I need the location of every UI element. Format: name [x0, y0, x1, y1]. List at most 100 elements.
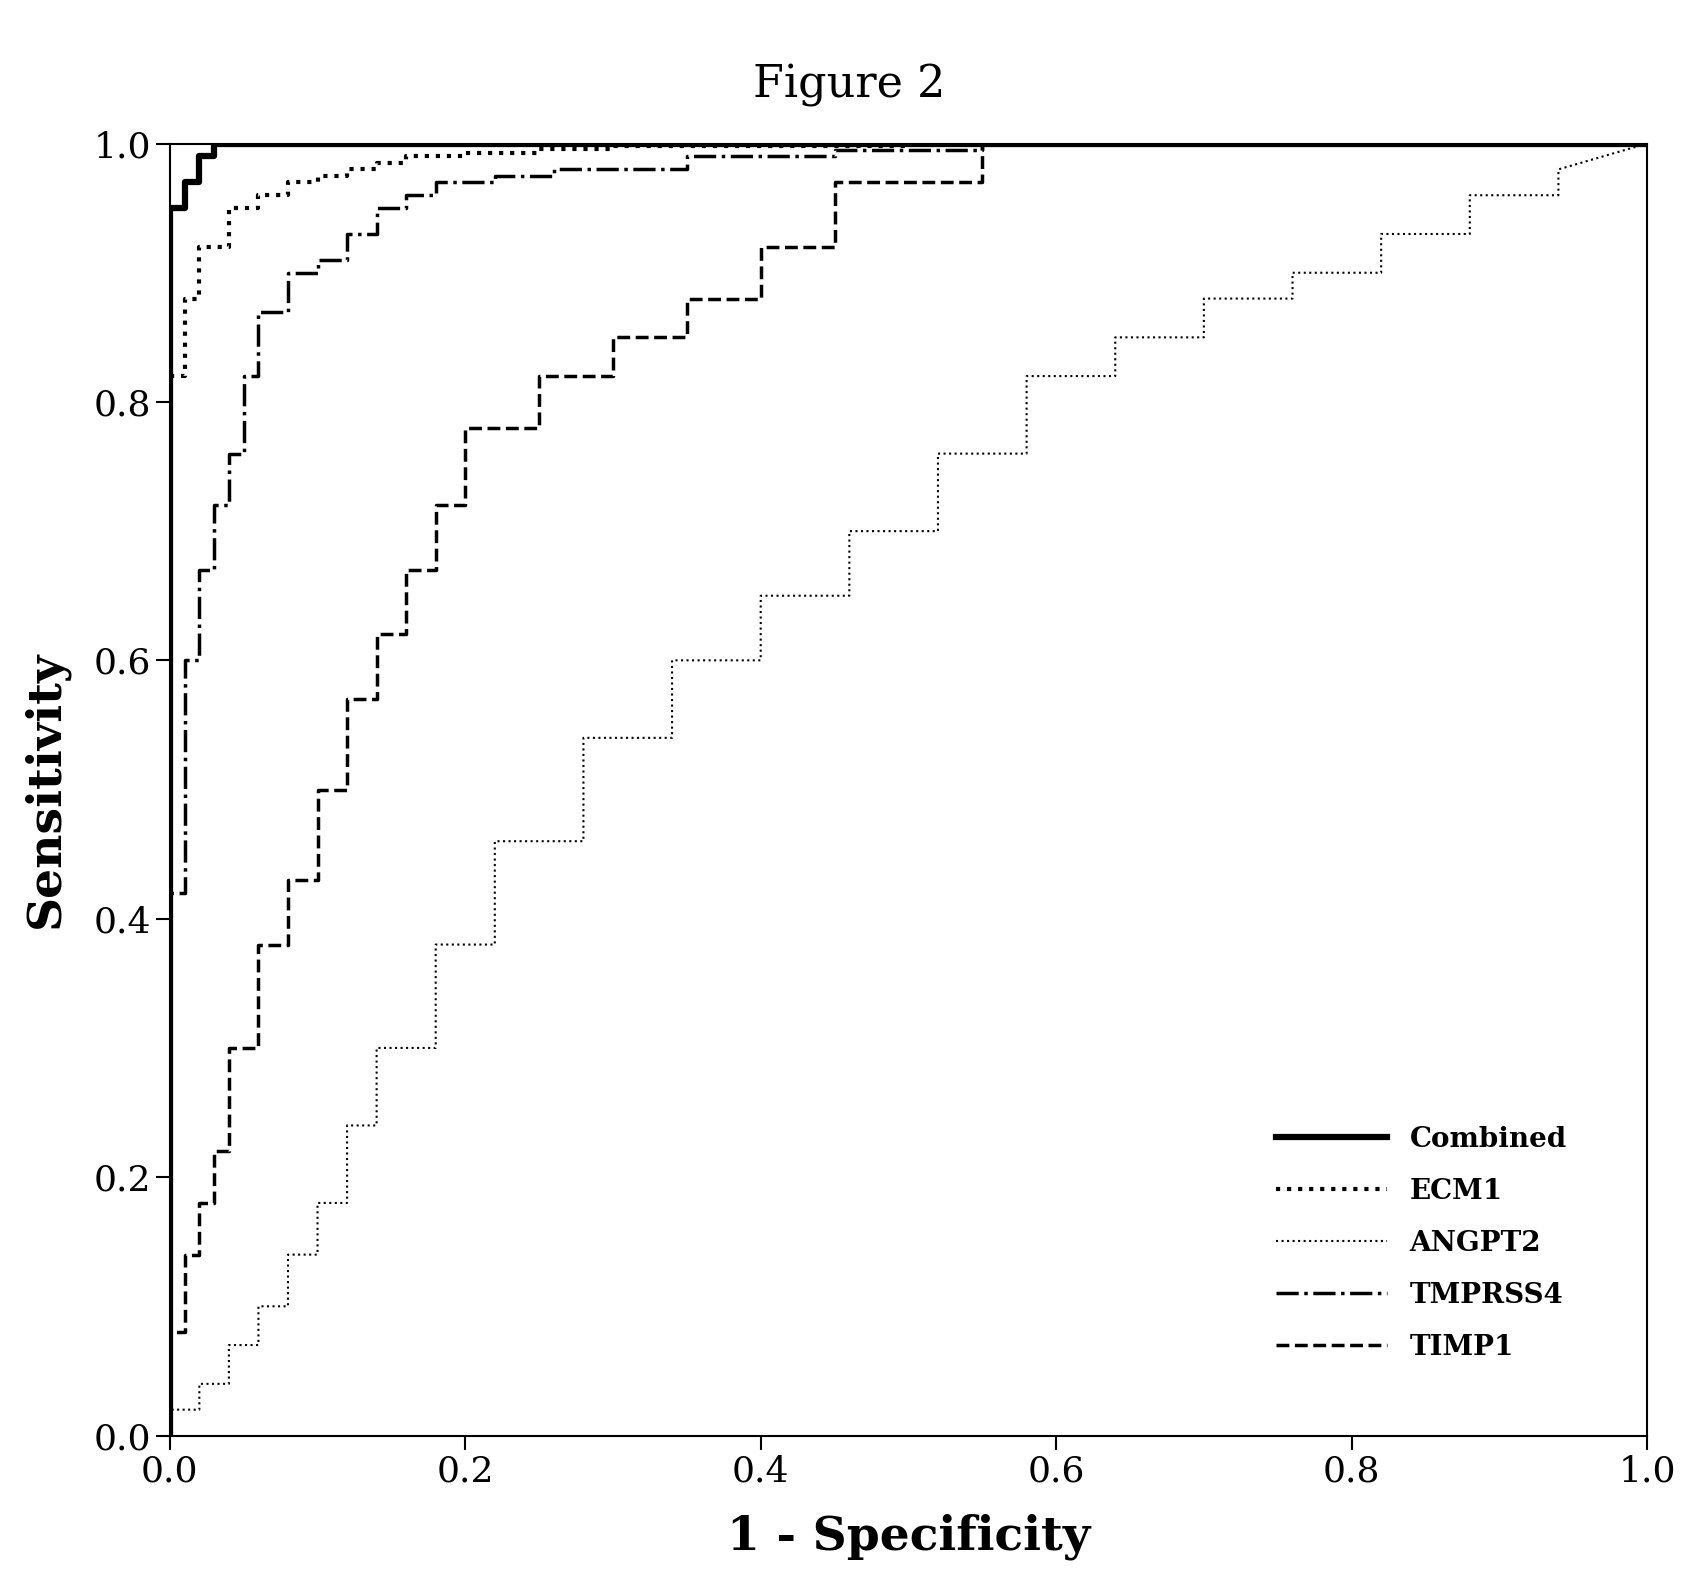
TMPRSS4 [971, 134, 992, 153]
TIMP1 [204, 1142, 224, 1161]
TMPRSS4 [175, 651, 195, 670]
TMPRSS4 [484, 166, 504, 185]
TIMP1 [455, 418, 475, 437]
ANGPT2 [1017, 367, 1037, 386]
ANGPT2 [484, 831, 504, 850]
TMPRSS4 [204, 560, 224, 579]
TIMP1 [971, 172, 992, 191]
TMPRSS4 [396, 198, 416, 217]
X-axis label: 1 - Specificity: 1 - Specificity [727, 1514, 1090, 1560]
ANGPT2 [1460, 185, 1481, 204]
Y-axis label: Sensitivity: Sensitivity [22, 651, 68, 928]
TMPRSS4 [543, 160, 564, 179]
TMPRSS4 [1637, 134, 1657, 153]
ANGPT2 [426, 935, 447, 954]
TMPRSS4 [426, 185, 447, 204]
ANGPT2 [839, 522, 859, 541]
ANGPT2 [336, 1116, 357, 1136]
ANGPT2 [367, 1038, 387, 1057]
TIMP1 [175, 1246, 195, 1265]
TMPRSS4 [160, 1426, 180, 1445]
ECM1 [336, 160, 357, 179]
Combined [1637, 134, 1657, 153]
TIMP1 [278, 871, 299, 890]
TIMP1 [751, 289, 771, 308]
ECM1 [396, 153, 416, 172]
TIMP1 [219, 1142, 239, 1161]
TMPRSS4 [336, 225, 357, 244]
TMPRSS4 [248, 367, 268, 386]
ECM1 [367, 153, 387, 172]
TIMP1 [204, 1193, 224, 1212]
Combined [204, 134, 224, 153]
TMPRSS4 [825, 140, 846, 160]
ANGPT2 [1282, 289, 1302, 308]
ANGPT2 [1549, 160, 1569, 179]
TMPRSS4 [367, 198, 387, 217]
TIMP1 [751, 238, 771, 257]
ANGPT2 [1282, 263, 1302, 282]
TMPRSS4 [248, 301, 268, 321]
ECM1 [188, 289, 209, 308]
TIMP1 [603, 327, 623, 346]
Text: Figure 2: Figure 2 [752, 64, 946, 107]
TIMP1 [219, 1038, 239, 1057]
Combined [233, 134, 255, 153]
Combined [233, 134, 255, 153]
Combined [219, 134, 239, 153]
ECM1 [603, 139, 623, 158]
TIMP1 [825, 172, 846, 191]
ECM1 [307, 166, 328, 185]
ANGPT2 [1194, 289, 1214, 308]
ECM1 [248, 185, 268, 204]
ECM1 [1637, 134, 1657, 153]
ANGPT2 [248, 1335, 268, 1354]
ANGPT2 [839, 585, 859, 605]
TMPRSS4 [204, 496, 224, 515]
Line: TMPRSS4: TMPRSS4 [170, 144, 1647, 1436]
ECM1 [898, 134, 919, 153]
ANGPT2 [927, 522, 947, 541]
ANGPT2 [927, 443, 947, 463]
ANGPT2 [1105, 327, 1126, 346]
TMPRSS4 [278, 263, 299, 282]
ANGPT2 [278, 1297, 299, 1316]
TMPRSS4 [971, 140, 992, 160]
ECM1 [160, 1426, 180, 1445]
Combined [175, 172, 195, 191]
Legend: Combined, ECM1, ANGPT2, TMPRSS4, TIMP1: Combined, ECM1, ANGPT2, TMPRSS4, TIMP1 [1253, 1104, 1589, 1383]
ECM1 [278, 185, 299, 204]
ANGPT2 [1549, 185, 1569, 204]
TIMP1 [336, 780, 357, 799]
TIMP1 [676, 327, 696, 346]
Line: TIMP1: TIMP1 [170, 144, 1647, 1436]
ANGPT2 [751, 651, 771, 670]
TIMP1 [307, 871, 328, 890]
ECM1 [603, 137, 623, 156]
TMPRSS4 [396, 185, 416, 204]
Combined [160, 198, 180, 217]
TMPRSS4 [175, 884, 195, 903]
ECM1 [455, 147, 475, 166]
TIMP1 [175, 1322, 195, 1341]
TIMP1 [1637, 134, 1657, 153]
ANGPT2 [1637, 134, 1657, 153]
TMPRSS4 [307, 250, 328, 270]
TMPRSS4 [484, 172, 504, 191]
Combined [160, 1426, 180, 1445]
ANGPT2 [1194, 327, 1214, 346]
ANGPT2 [426, 1038, 447, 1057]
ANGPT2 [188, 1375, 209, 1394]
ECM1 [175, 367, 195, 386]
ANGPT2 [751, 585, 771, 605]
ANGPT2 [484, 935, 504, 954]
ECM1 [396, 147, 416, 166]
ANGPT2 [574, 831, 594, 850]
Line: ANGPT2: ANGPT2 [170, 144, 1647, 1436]
TMPRSS4 [219, 496, 239, 515]
TIMP1 [307, 780, 328, 799]
TMPRSS4 [426, 172, 447, 191]
ECM1 [160, 367, 180, 386]
TIMP1 [530, 418, 550, 437]
TIMP1 [396, 560, 416, 579]
